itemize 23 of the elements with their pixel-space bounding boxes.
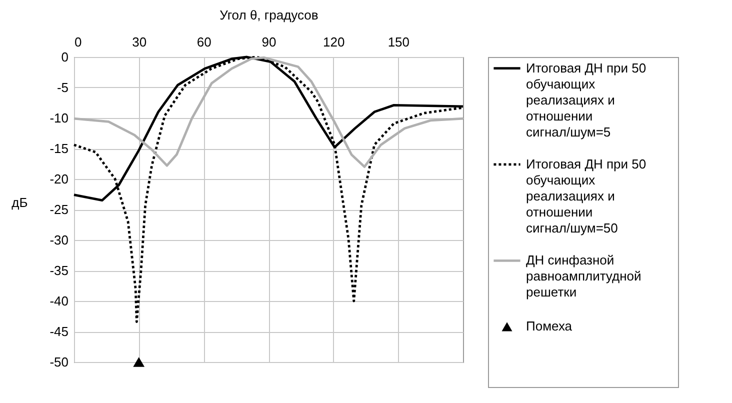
x-tick-label: 30 — [132, 34, 147, 50]
y-axis-title: дБ — [12, 195, 28, 210]
legend-label: Итоговая ДН при 50 обучающих реализациях и отношении сигнал/шум=50 — [526, 156, 646, 236]
y-tick-label: -45 — [50, 324, 68, 339]
x-tick-label: 150 — [388, 34, 410, 50]
x-tick-label: 0 — [74, 34, 82, 50]
legend-label: ДН синфазной равноамплитудной решетки — [526, 252, 642, 300]
y-tick-label: -10 — [50, 110, 68, 126]
y-tick-label: -30 — [50, 232, 68, 248]
legend-label: Помеха — [526, 318, 573, 334]
x-tick-label: 90 — [262, 34, 276, 50]
y-tick-label: -15 — [50, 141, 68, 156]
y-tick-label: -35 — [50, 263, 68, 278]
x-axis-title: Угол θ, градусов — [220, 8, 318, 22]
y-tick-label: -40 — [50, 294, 68, 308]
legend-label: Итоговая ДН при 50 обучающих реализациях и отношении сигнал/шум=5 — [526, 60, 646, 140]
y-tick-label: 0 — [61, 50, 68, 64]
y-tick-label: -50 — [50, 354, 68, 370]
y-tick-label: -20 — [50, 172, 68, 186]
x-tick-label: 60 — [196, 34, 212, 50]
y-tick-label: -25 — [50, 202, 68, 217]
y-tick-label: -5 — [56, 80, 68, 95]
x-tick-label: 120 — [322, 34, 345, 50]
